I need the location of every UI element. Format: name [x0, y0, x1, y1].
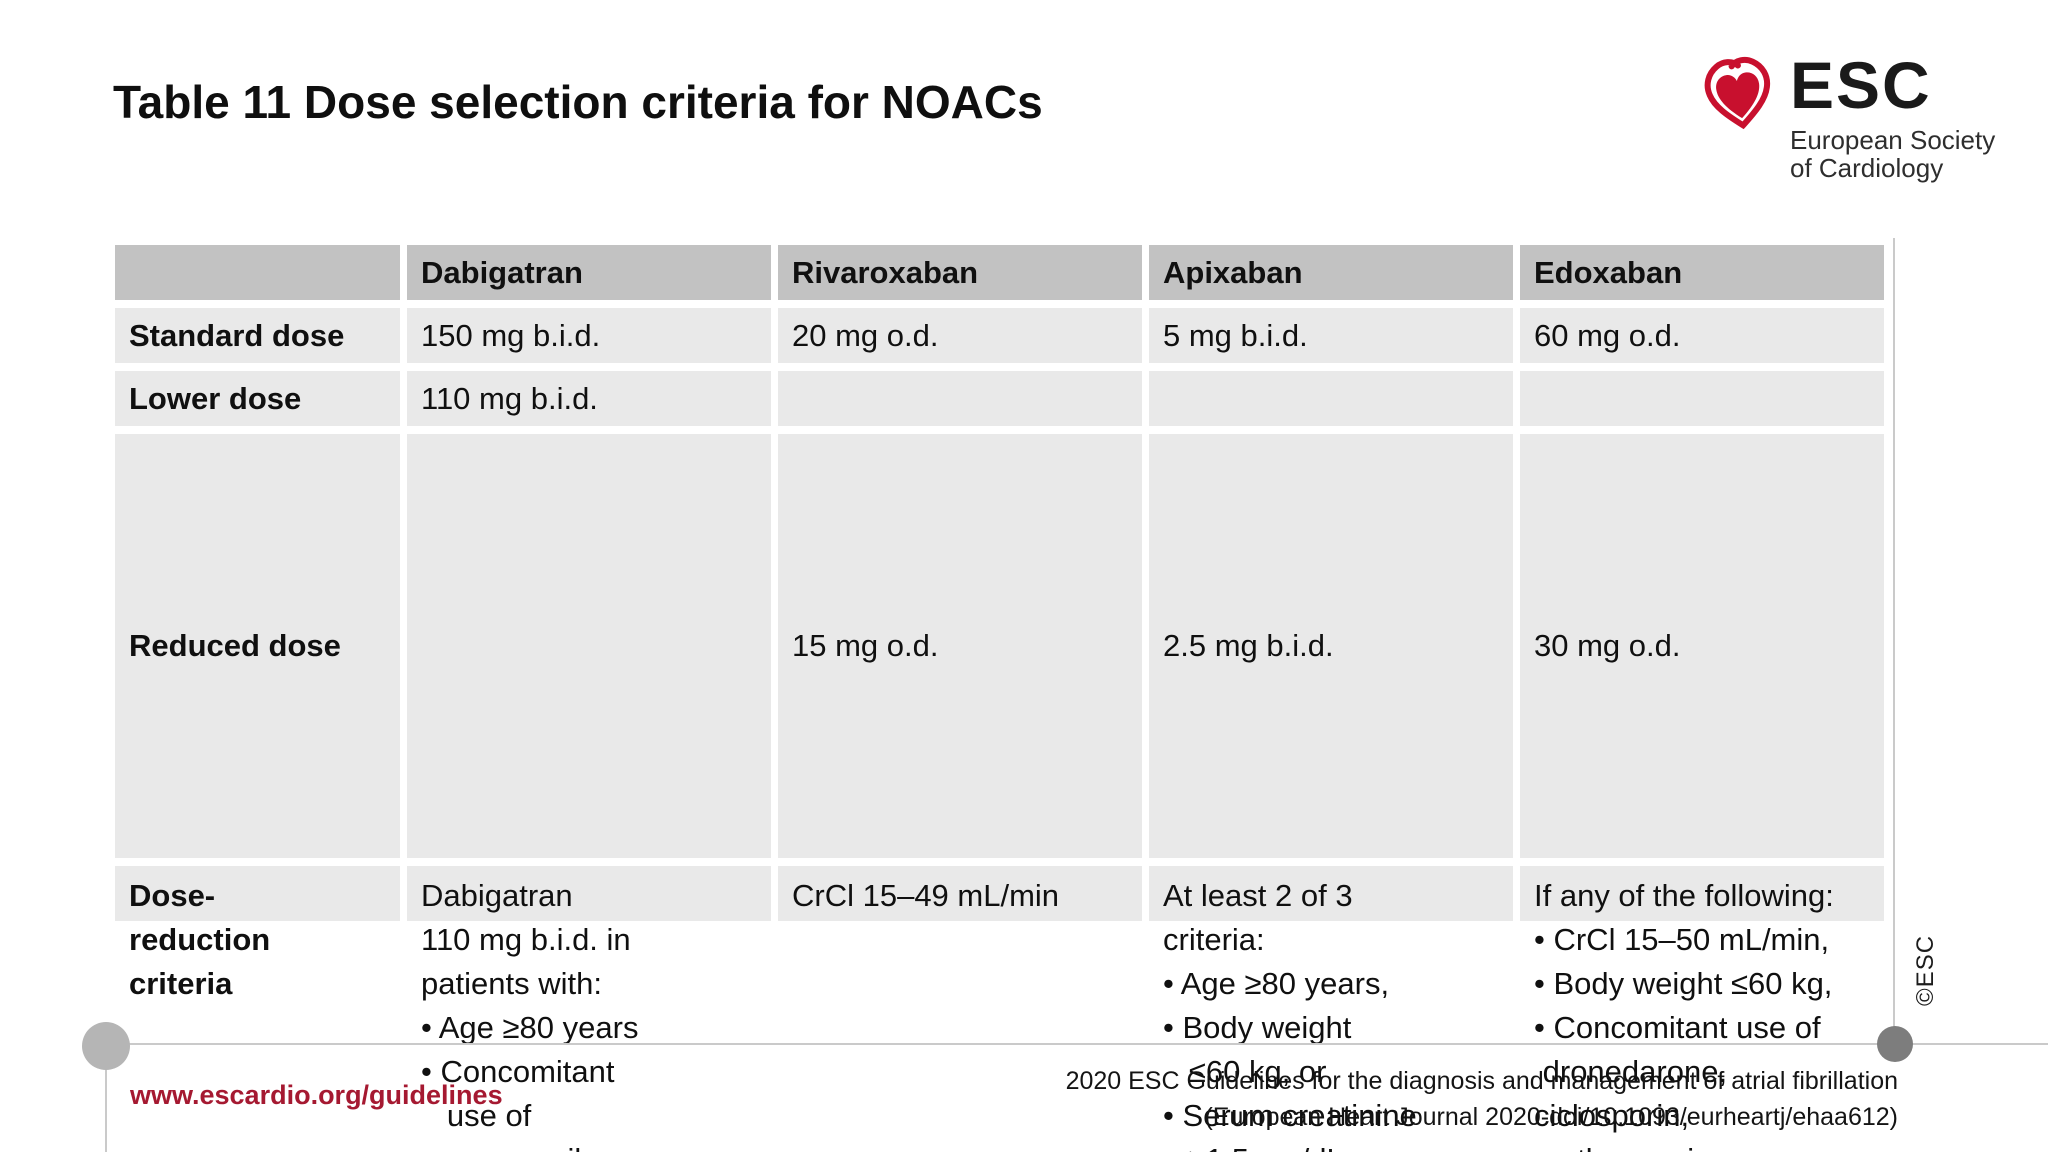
table-header-empty: [115, 245, 400, 300]
esc-logo-wordmark: ESC: [1790, 48, 1932, 122]
reference-line1: 2020 ESC Guidelines for the diagnosis an…: [1065, 1067, 1898, 1095]
table-cell-standard-apixaban: 5 mg b.i.d.: [1149, 308, 1513, 363]
table-header-dabigatran: Dabigatran: [407, 245, 771, 300]
table-cell-reduced-edoxaban: 30 mg o.d.: [1520, 434, 1884, 858]
esc-logo-subtitle-line1: European Society: [1790, 125, 1996, 155]
table-cell-lower-dabigatran: 110 mg b.i.d.: [407, 371, 771, 426]
copyright-esc-label: ©ESC: [1912, 934, 1939, 1006]
table-cell-reduced-dabigatran: [407, 434, 771, 858]
row-label-standard-dose: Standard dose: [115, 308, 400, 363]
reference-text: 2020 ESC Guidelines for the diagnosis an…: [1066, 1063, 1898, 1135]
left-vertical-rule: [105, 1046, 107, 1152]
page-title: Table 11 Dose selection criteria for NOA…: [113, 76, 1043, 128]
footer-horizontal-rule: [106, 1043, 2048, 1045]
table-header-rivaroxaban: Rivaroxaban: [778, 245, 1142, 300]
table-cell-lower-apixaban: [1149, 371, 1513, 426]
table-header-apixaban: Apixaban: [1149, 245, 1513, 300]
table-cell-criteria-rivaroxaban: CrCl 15–49 mL/min: [778, 866, 1142, 921]
row-label-dose-reduction-criteria: Dose- reduction criteria: [115, 866, 400, 1001]
table-cell-criteria-apixaban: At least 2 of 3 criteria: • Age ≥80 year…: [1149, 866, 1513, 1152]
row-label-reduced-dose: Reduced dose: [115, 434, 400, 858]
guidelines-url-link[interactable]: www.escardio.org/guidelines: [130, 1080, 503, 1110]
row-label-lower-dose: Lower dose: [115, 371, 400, 426]
table-cell-criteria-edoxaban: If any of the following: • CrCl 15–50 mL…: [1520, 866, 1884, 1152]
table-cell-standard-rivaroxaban: 20 mg o.d.: [778, 308, 1142, 363]
dose-selection-table: Dabigatran Rivaroxaban Apixaban Edoxaban…: [115, 245, 1884, 1152]
left-corner-circle: [82, 1022, 130, 1070]
table-cell-reduced-rivaroxaban: 15 mg o.d.: [778, 434, 1142, 858]
right-vertical-rule: [1893, 238, 1895, 1044]
right-corner-circle: [1877, 1026, 1913, 1062]
table-cell-reduced-apixaban: 2.5 mg b.i.d.: [1149, 434, 1513, 858]
table-cell-criteria-dabigatran: Dabigatran 110 mg b.i.d. in patients wit…: [407, 866, 771, 1152]
table-cell-standard-dabigatran: 150 mg b.i.d.: [407, 308, 771, 363]
table-cell-lower-edoxaban: [1520, 371, 1884, 426]
esc-logo: ESC European Society of Cardiology: [1698, 52, 1995, 182]
esc-logo-text-block: ESC European Society of Cardiology: [1790, 52, 1995, 182]
table-cell-lower-rivaroxaban: [778, 371, 1142, 426]
reference-line2: (European Heart Journal 2020-doi/10.1093…: [1204, 1103, 1898, 1131]
table-header-edoxaban: Edoxaban: [1520, 245, 1884, 300]
esc-logo-subtitle-line2: of Cardiology: [1790, 153, 1944, 183]
table-cell-standard-edoxaban: 60 mg o.d.: [1520, 308, 1884, 363]
esc-heart-icon: [1698, 56, 1780, 136]
